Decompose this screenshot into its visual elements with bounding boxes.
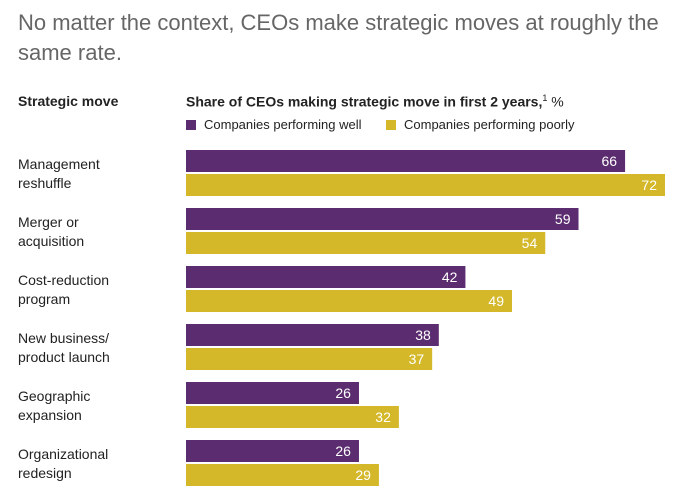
bar-well xyxy=(186,382,359,404)
chart-title: No matter the context, CEOs make strateg… xyxy=(18,10,659,65)
bar-poorly xyxy=(186,348,433,370)
data-label: 66 xyxy=(602,153,618,169)
bar-poorly xyxy=(186,232,546,254)
bar-well xyxy=(186,150,626,172)
category-label: Cost-reduction program xyxy=(18,271,178,309)
value-axis-header-text: Share of CEOs making strategic move in f… xyxy=(186,93,543,110)
legend-swatch-poorly xyxy=(386,119,396,130)
legend-item-well: Companies performing well xyxy=(186,117,362,132)
data-label: 54 xyxy=(522,235,538,251)
bar-poorly xyxy=(186,464,379,486)
legend-label-poorly: Companies performing poorly xyxy=(404,117,575,132)
category-label-line: program xyxy=(18,291,71,307)
category-label-line: product launch xyxy=(18,349,110,365)
data-label: 59 xyxy=(555,211,571,227)
data-label: 42 xyxy=(442,269,458,285)
unit-label: % xyxy=(551,93,564,110)
category-label-line: Merger or xyxy=(18,214,79,230)
bar-well xyxy=(186,208,579,230)
data-label: 32 xyxy=(375,409,391,425)
category-axis-header: Strategic move xyxy=(18,93,119,109)
bar-poorly xyxy=(186,406,399,428)
category-label-line: Cost-reduction xyxy=(18,272,110,288)
legend-swatch-well xyxy=(186,119,196,130)
category-label-line: acquisition xyxy=(18,233,85,249)
data-label: 37 xyxy=(409,351,425,367)
data-label: 29 xyxy=(355,467,371,483)
category-label-line: expansion xyxy=(18,407,82,423)
legend-item-poorly: Companies performing poorly xyxy=(386,117,575,132)
bar-well xyxy=(186,266,466,288)
category-label: New business/product launch xyxy=(18,329,178,367)
data-label: 72 xyxy=(641,177,657,193)
category-label-line: redesign xyxy=(18,465,72,481)
bar-well xyxy=(186,324,439,346)
bar-poorly xyxy=(186,174,665,196)
data-label: 26 xyxy=(335,385,351,401)
data-label: 49 xyxy=(488,293,504,309)
bar-well xyxy=(186,440,359,462)
category-label-line: Management xyxy=(18,156,100,172)
category-label: Geographic expansion xyxy=(18,387,178,425)
footnote-mark: 1 xyxy=(542,93,548,103)
value-axis-header: Share of CEOs making strategic move in f… xyxy=(186,93,564,110)
category-label: Organizational redesign xyxy=(18,445,178,483)
category-label: Management reshuffle xyxy=(18,155,178,193)
category-label-line: Organizational xyxy=(18,446,109,462)
data-label: 26 xyxy=(335,443,351,459)
category-label-line: New business/ xyxy=(18,330,110,346)
category-label: Merger or acquisition xyxy=(18,213,178,251)
bar-poorly xyxy=(186,290,512,312)
category-label-line: reshuffle xyxy=(18,175,72,191)
data-label: 38 xyxy=(415,327,431,343)
legend-label-well: Companies performing well xyxy=(204,117,362,132)
category-label-line: Geographic xyxy=(18,388,91,404)
